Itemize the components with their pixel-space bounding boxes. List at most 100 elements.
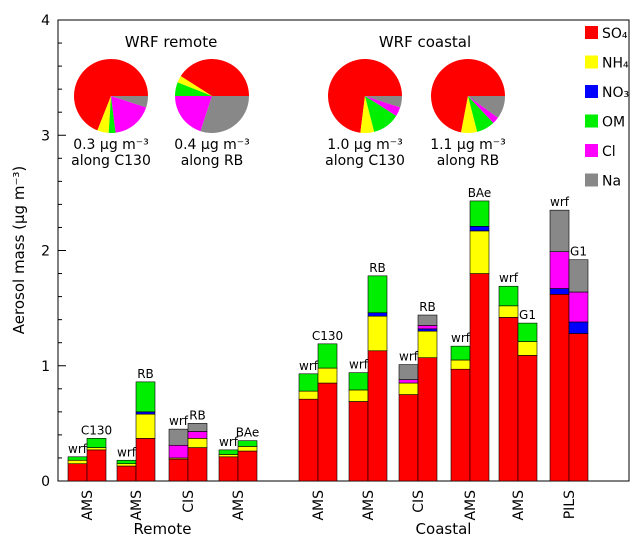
bar-segment-om <box>469 200 490 227</box>
bar-segment-so4 <box>317 382 338 482</box>
pie-caption-value: 0.4 µg m⁻³ <box>174 137 250 153</box>
bar-segment-so4 <box>398 394 419 482</box>
bar-segment-cl <box>549 251 570 289</box>
pie-caption-along: along RB <box>437 153 500 169</box>
bar-label: wrf <box>499 271 519 285</box>
bar-segment-na <box>168 428 189 446</box>
bar-segment-no3 <box>568 321 589 334</box>
bar-segment-om <box>450 345 471 361</box>
pie-slice-nh4 <box>461 96 478 133</box>
bar-label: RB <box>189 408 206 422</box>
legend-swatch-na <box>585 173 598 187</box>
instrument-label: AMS <box>80 490 96 521</box>
bar-segment-nh4 <box>417 330 438 358</box>
bar-segment-nh4 <box>187 438 208 448</box>
bar-label: G1 <box>570 245 587 259</box>
bar-segment-nh4 <box>237 446 258 452</box>
bar-segment-nh4 <box>517 341 538 356</box>
bar-segment-nh4 <box>398 382 419 395</box>
bar-segment-om <box>348 372 369 391</box>
bar-segment-so4 <box>549 293 570 482</box>
legend-label: OM <box>602 115 625 131</box>
bar-segment-om <box>367 275 388 314</box>
pie-caption-along: along C130 <box>325 153 405 169</box>
bar-segment-so4 <box>86 449 107 482</box>
legend-swatch-so4 <box>585 26 598 39</box>
legend: SO₄ NH₄ NO₃ OM Cl Na <box>585 26 629 190</box>
pie-slice-om <box>175 82 212 96</box>
bar-segment-no3 <box>417 328 438 332</box>
bar-segment-no3 <box>469 225 490 232</box>
bar-segment-cl <box>168 444 189 459</box>
pie-slice-nh4 <box>97 96 111 133</box>
legend-label: Cl <box>602 144 616 160</box>
pie-caption-value: 1.0 µg m⁻³ <box>327 137 403 153</box>
bar-segment-na <box>187 423 208 432</box>
bar-segment-cl <box>187 431 208 439</box>
bar-label: wrf <box>299 359 319 373</box>
instrument-label: AMS <box>311 490 327 521</box>
bar-segment-nh4 <box>469 230 490 274</box>
bar-label: BAe <box>236 426 260 440</box>
pie-slice-na <box>468 96 505 118</box>
pie-caption-along: along RB <box>181 153 244 169</box>
inset-title: WRF remote <box>125 33 218 51</box>
bar-segment-nh4 <box>450 359 471 370</box>
y-tick-label: 1 <box>41 359 50 375</box>
y-axis-label: Aerosol mass (µg m⁻³) <box>10 166 28 334</box>
bar-segment-nh4 <box>317 367 338 384</box>
pie-slice-na <box>200 96 249 133</box>
bar-segment-om <box>237 440 258 447</box>
bar-label: G1 <box>519 308 536 322</box>
bar-label: C130 <box>81 423 112 437</box>
bar-segment-cl <box>568 291 589 323</box>
bar-segment-cl <box>398 379 419 384</box>
bar-label: wrf <box>68 442 88 456</box>
bar-segment-no3 <box>549 288 570 295</box>
bar-label: C130 <box>312 329 343 343</box>
bar-segment-nh4 <box>298 390 319 400</box>
stacked-bars <box>67 200 589 482</box>
instrument-label: CIS <box>181 490 197 513</box>
bar-segment-so4 <box>218 456 239 482</box>
bar-segment-om <box>116 459 137 465</box>
y-tick-label: 4 <box>41 13 50 29</box>
bar-segment-so4 <box>348 401 369 482</box>
bar-label: wrf <box>349 358 369 372</box>
bar-segment-so4 <box>237 450 258 482</box>
bar-segment-nh4 <box>498 305 519 318</box>
bar-segment-om <box>135 381 156 413</box>
instrument-label: AMS <box>361 490 377 521</box>
bar-segment-nh4 <box>367 315 388 352</box>
bar-segment-so4 <box>450 368 471 482</box>
instrument-label: AMS <box>511 490 527 521</box>
bar-segment-nh4 <box>348 389 369 402</box>
bar-segment-so4 <box>135 438 156 482</box>
bar-segment-na <box>568 259 589 293</box>
bar-label: wrf <box>550 195 570 209</box>
pie-slice-cl <box>175 96 212 132</box>
bar-segment-so4 <box>498 317 519 482</box>
bar-label: wrf <box>399 350 419 364</box>
bar-label: RB <box>137 367 154 381</box>
legend-swatch-no3 <box>585 85 598 98</box>
bar-label: wrf <box>117 445 137 459</box>
bar-segment-na <box>417 314 438 326</box>
instrument-label: CIS <box>411 490 427 513</box>
bar-segment-no3 <box>135 411 156 415</box>
bar-segment-om <box>317 343 338 369</box>
region-label: Remote <box>134 520 192 538</box>
bar-segment-om <box>67 456 88 461</box>
legend-label: SO₄ <box>602 26 628 42</box>
pie-caption-along: along C130 <box>71 153 151 169</box>
legend-swatch-om <box>585 114 598 128</box>
instrument-label: AMS <box>129 490 145 521</box>
bar-label: BAe <box>468 186 492 200</box>
pie-slice-na <box>111 96 148 108</box>
pie-caption-value: 0.3 µg m⁻³ <box>73 137 149 153</box>
bar-segment-so4 <box>67 463 88 482</box>
bar-label: wrf <box>451 331 471 345</box>
bar-label: RB <box>369 261 386 275</box>
pie-slice-cl <box>468 96 498 123</box>
